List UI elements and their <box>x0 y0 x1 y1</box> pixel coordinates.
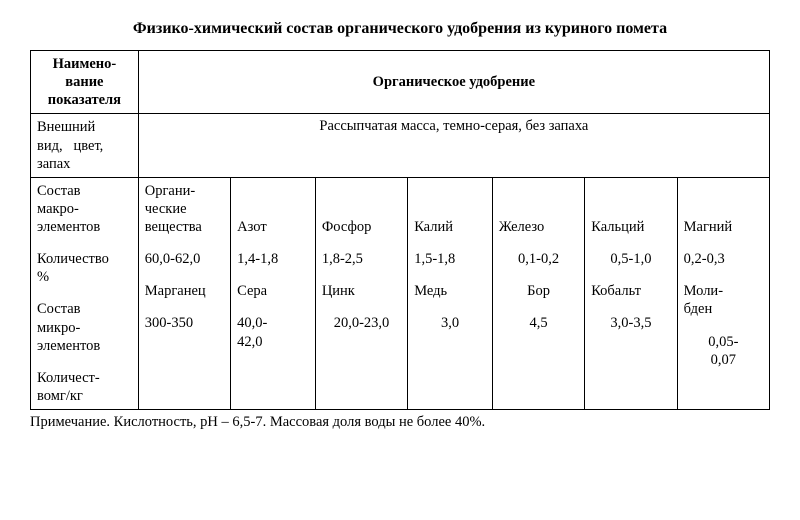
micro-name-5: Бор <box>499 282 578 300</box>
appearance-row: Внешний вид, цвет, запах Рассыпчатая мас… <box>31 114 770 177</box>
mn01: ческие <box>145 200 224 218</box>
appearance-value: Рассыпчатая масса, темно-серая, без запа… <box>138 114 769 177</box>
lmc0: Состав <box>37 182 132 200</box>
micro-val-5: 4,5 <box>499 314 578 332</box>
in30: Медь <box>414 282 486 300</box>
table-header-row: Наимено- вание показателя Органическое у… <box>31 51 770 114</box>
col-2: Азот 1,4-1,8 Сера 40,0- 42,0 <box>231 177 316 409</box>
header-right: Органическое удобрение <box>138 51 769 114</box>
composition-table: Наимено- вание показателя Органическое у… <box>30 50 770 410</box>
col-5: Железо 0,1-0,2 Бор 4,5 <box>492 177 584 409</box>
micro-val-7: 0,05- 0,07 <box>684 333 763 369</box>
mn02: вещества <box>145 218 224 236</box>
lmq0: Количество <box>37 250 132 268</box>
lmq1: % <box>37 268 132 286</box>
body-row: Состав макро- элементов Количество % Сос… <box>31 177 770 409</box>
micro-val-6: 3,0-3,5 <box>591 314 670 332</box>
appearance-label: Внешний вид, цвет, запах <box>31 114 139 177</box>
liq0: Количест- <box>37 369 132 387</box>
micro-val-2: 40,0- 42,0 <box>237 314 309 350</box>
macro-name-5: Железо <box>499 182 578 236</box>
lmc2: элементов <box>37 218 132 236</box>
mn10: Азот <box>237 218 309 236</box>
al-0: Внешний <box>37 118 132 136</box>
micro-name-4: Медь <box>414 282 486 300</box>
body-left-stack: Состав макро- элементов Количество % Сос… <box>31 177 139 409</box>
al-1: вид, цвет, <box>37 137 132 155</box>
header-left: Наимено- вание показателя <box>31 51 139 114</box>
macro-val-1: 60,0-62,0 <box>145 250 224 268</box>
macro-val-3: 1,8-2,5 <box>322 250 401 268</box>
lbl-micro-qty: Количест- вомг/кг <box>37 369 132 405</box>
macro-val-5: 0,1-0,2 <box>499 250 578 268</box>
col-6: Кальций 0,5-1,0 Кобальт 3,0-3,5 <box>585 177 677 409</box>
al-2: запах <box>37 155 132 173</box>
micro-val-3: 20,0-23,0 <box>322 314 401 332</box>
micro-val-4: 3,0 <box>414 314 486 332</box>
lic1: микро- <box>37 319 132 337</box>
micro-name-7: Моли- бден <box>684 282 763 318</box>
micro-name-2: Сера <box>237 282 309 300</box>
in40: Бор <box>499 282 578 300</box>
col-7: Магний 0,2-0,3 Моли- бден 0,05- 0,07 <box>677 177 769 409</box>
mn30: Калий <box>414 218 486 236</box>
liq1: вомг/кг <box>37 387 132 405</box>
in00: Марганец <box>145 282 224 300</box>
macro-val-4: 1,5-1,8 <box>414 250 486 268</box>
macro-name-3: Фосфор <box>322 182 401 236</box>
col-3: Фосфор 1,8-2,5 Цинк 20,0-23,0 <box>315 177 407 409</box>
in20: Цинк <box>322 282 401 300</box>
in61: бден <box>684 300 763 318</box>
mn40: Железо <box>499 218 578 236</box>
hl-1: вание <box>37 73 132 91</box>
lmc1: макро- <box>37 200 132 218</box>
lbl-macro-comp: Состав макро- элементов <box>37 182 132 236</box>
lbl-macro-qty: Количество % <box>37 250 132 286</box>
hl-0: Наимено- <box>37 55 132 73</box>
macro-val-2: 1,4-1,8 <box>237 250 309 268</box>
lbl-micro-comp: Состав микро- элементов <box>37 300 132 354</box>
hl-2: показателя <box>37 91 132 109</box>
macro-val-6: 0,5-1,0 <box>591 250 670 268</box>
mn00: Органи- <box>145 182 224 200</box>
macro-name-2: Азот <box>237 182 309 236</box>
micro-name-3: Цинк <box>322 282 401 300</box>
mn20: Фосфор <box>322 218 401 236</box>
col-1: Органи- ческие вещества 60,0-62,0 Марган… <box>138 177 230 409</box>
macro-name-7: Магний <box>684 182 763 236</box>
page-title: Физико-химический состав органического у… <box>30 20 770 38</box>
in60: Моли- <box>684 282 763 300</box>
footnote: Примечание. Кислотность, pH – 6,5-7. Мас… <box>30 414 770 431</box>
macro-name-1: Органи- ческие вещества <box>145 182 224 236</box>
micro-val-1: 300-350 <box>145 314 224 332</box>
mn50: Кальций <box>591 218 670 236</box>
mn60: Магний <box>684 218 763 236</box>
lic0: Состав <box>37 300 132 318</box>
macro-name-4: Калий <box>414 182 486 236</box>
in10: Сера <box>237 282 309 300</box>
lic2: элементов <box>37 337 132 355</box>
in50: Кобальт <box>591 282 670 300</box>
micro-name-1: Марганец <box>145 282 224 300</box>
macro-name-6: Кальций <box>591 182 670 236</box>
macro-val-7: 0,2-0,3 <box>684 250 763 268</box>
micro-name-6: Кобальт <box>591 282 670 300</box>
col-4: Калий 1,5-1,8 Медь 3,0 <box>408 177 493 409</box>
